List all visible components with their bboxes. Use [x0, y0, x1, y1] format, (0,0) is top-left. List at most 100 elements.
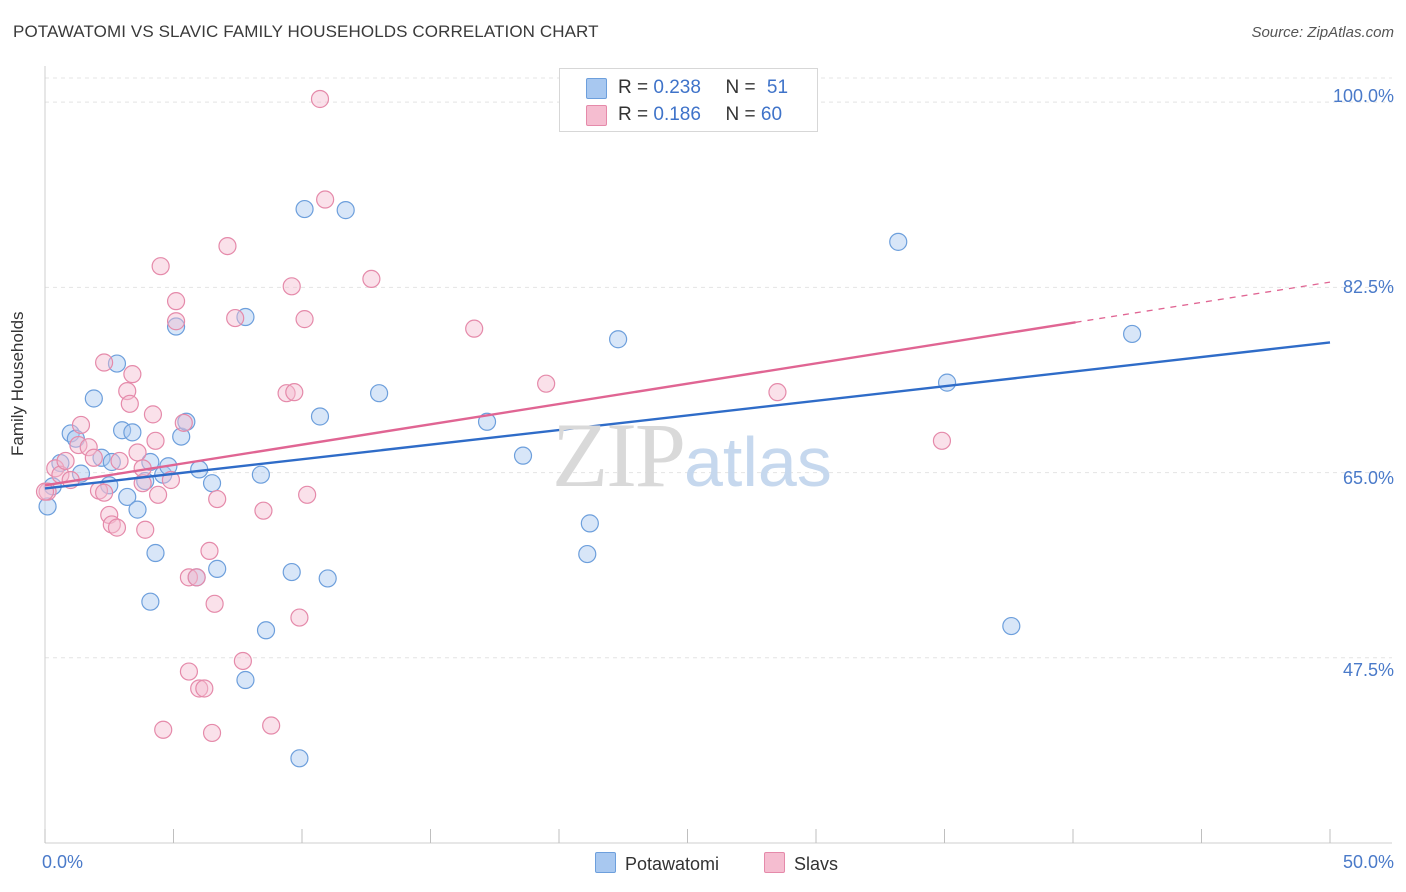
watermark: ZIPatlas — [552, 402, 832, 508]
data-point — [200, 541, 219, 561]
data-point — [310, 407, 330, 426]
data-point — [79, 438, 98, 457]
n-label: N = — [725, 77, 756, 98]
y-tick-label: 47.5% — [1342, 660, 1394, 680]
data-point — [937, 373, 957, 392]
data-point — [362, 269, 381, 289]
data-point — [84, 448, 103, 467]
y-tick-label: 65.0% — [1342, 468, 1394, 488]
data-point — [290, 749, 309, 768]
data-point — [202, 723, 222, 743]
data-point — [513, 446, 533, 465]
r-label: R = — [618, 104, 649, 125]
data-point — [256, 621, 276, 640]
data-point — [95, 353, 114, 372]
data-point — [179, 662, 199, 681]
n-value: 51 — [766, 77, 789, 98]
r-value: 0.238 — [653, 77, 701, 98]
data-point — [56, 451, 75, 471]
data-point — [146, 543, 165, 563]
data-point — [609, 330, 628, 349]
data-point — [187, 568, 206, 587]
data-point — [290, 608, 309, 627]
data-point — [123, 365, 142, 384]
legend-swatch-slavs — [586, 105, 607, 126]
data-point — [154, 720, 173, 739]
data-point — [151, 257, 170, 276]
data-point — [236, 670, 255, 690]
data-point — [1002, 616, 1021, 636]
legend-swatch-slavs — [764, 852, 785, 873]
data-point — [285, 383, 304, 402]
data-point — [318, 569, 337, 588]
data-point — [202, 474, 222, 493]
data-point — [118, 487, 137, 507]
data-point — [205, 594, 224, 613]
data-point — [143, 405, 163, 424]
data-point — [336, 201, 355, 220]
legend-swatch-potawatomi — [586, 78, 607, 99]
data-point — [580, 514, 599, 533]
data-point — [71, 415, 91, 435]
data-point — [465, 319, 484, 338]
data-point — [295, 199, 314, 219]
data-point — [316, 190, 335, 209]
data-point — [123, 423, 142, 442]
data-point — [174, 413, 193, 432]
data-point — [282, 277, 301, 296]
data-point — [128, 500, 147, 519]
data-point — [136, 520, 155, 539]
legend-item-slavs[interactable]: Slavs — [764, 852, 838, 875]
source-label: Source: ZipAtlas.com — [1251, 24, 1394, 41]
data-point — [92, 448, 111, 467]
x-tick-label: 50.0% — [1342, 852, 1394, 872]
watermark-atlas: atlas — [684, 423, 832, 501]
data-point — [110, 451, 129, 471]
data-point — [95, 483, 114, 502]
trend-line — [44, 341, 1331, 490]
legend-swatch-potawatomi — [595, 852, 616, 873]
data-point — [120, 394, 139, 413]
data-point — [166, 292, 186, 311]
data-point — [107, 354, 127, 373]
n-label: N = — [725, 104, 756, 125]
data-point — [179, 568, 199, 587]
trend-line — [44, 321, 1076, 487]
data-point — [148, 485, 168, 504]
data-point — [102, 515, 121, 534]
legend-stats: R = 0.238 N = 51 — [618, 77, 788, 99]
data-point — [218, 237, 237, 256]
correlation-legend: R = 0.238 N = 51 R = 0.186 N = 60 — [559, 68, 818, 132]
data-point — [208, 489, 227, 509]
data-point — [35, 482, 55, 501]
x-tick-label: 0.0% — [42, 852, 84, 872]
chart-title: POTAWATOMI VS SLAVIC FAMILY HOUSEHOLDS C… — [13, 22, 599, 41]
data-point — [141, 592, 160, 611]
n-value: 60 — [760, 104, 783, 125]
data-point — [166, 312, 186, 331]
r-label: R = — [618, 77, 649, 98]
data-point — [370, 384, 389, 403]
data-point — [233, 651, 252, 671]
data-point — [107, 518, 127, 537]
legend-item-potawatomi[interactable]: Potawatomi — [595, 852, 719, 875]
data-point — [932, 431, 952, 450]
data-point — [254, 501, 273, 520]
data-point — [298, 485, 317, 504]
data-point — [310, 89, 330, 109]
data-point — [889, 232, 908, 251]
data-point — [128, 443, 147, 462]
data-point — [166, 317, 186, 336]
data-point — [768, 383, 787, 402]
data-point — [226, 308, 245, 328]
y-tick-label: 82.5% — [1342, 277, 1394, 297]
data-point — [277, 384, 296, 403]
y-tick-label: 100.0% — [1332, 86, 1394, 106]
data-point — [146, 431, 165, 450]
data-point — [537, 374, 556, 393]
data-point — [208, 559, 227, 578]
data-point — [102, 452, 121, 472]
legend-label: Slavs — [794, 854, 839, 874]
data-point — [38, 497, 57, 516]
